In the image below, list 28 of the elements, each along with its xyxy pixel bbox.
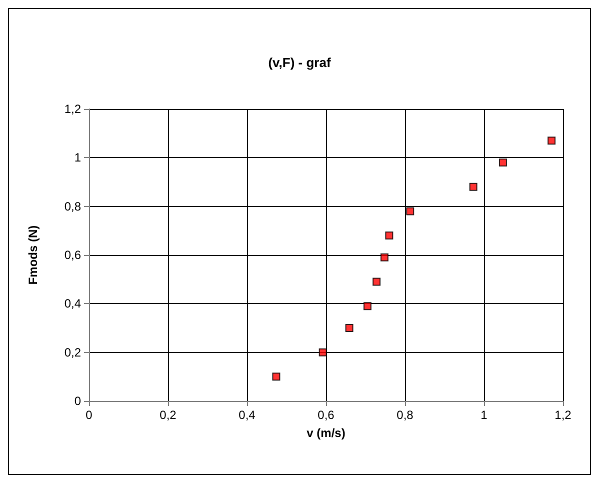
y-tick-label: 0,2 xyxy=(64,345,82,360)
x-tick-label: 0,6 xyxy=(318,408,335,422)
x-tick-label: 0 xyxy=(86,408,93,422)
x-axis-title: v (m/s) xyxy=(306,426,346,440)
point xyxy=(548,136,556,145)
y-tick-label: 0,8 xyxy=(64,199,82,214)
point xyxy=(380,253,388,262)
x-tick-label: 0,8 xyxy=(396,408,414,422)
x-tick-label: 1 xyxy=(480,408,488,422)
point xyxy=(406,207,414,216)
y-tick-label: 0,4 xyxy=(64,296,82,311)
point xyxy=(498,158,507,167)
point xyxy=(363,302,372,310)
y-axis-title: Fmods (N) xyxy=(26,225,40,285)
point xyxy=(372,278,381,286)
x-tick-label: 1,2 xyxy=(554,408,572,422)
y-tick-label: 0 xyxy=(74,394,82,408)
chart-title: (v,F) - graf xyxy=(268,55,332,70)
point xyxy=(345,324,354,332)
point xyxy=(469,182,478,191)
point xyxy=(318,348,327,356)
y-tick-label: 1 xyxy=(74,150,82,165)
x-tick-label: 0,4 xyxy=(238,408,256,422)
point xyxy=(385,232,394,240)
y-tick-label: 1,2 xyxy=(64,102,82,116)
point xyxy=(272,372,280,381)
y-tick-label: 0,6 xyxy=(64,248,82,262)
x-tick-label: 0,2 xyxy=(160,408,177,422)
